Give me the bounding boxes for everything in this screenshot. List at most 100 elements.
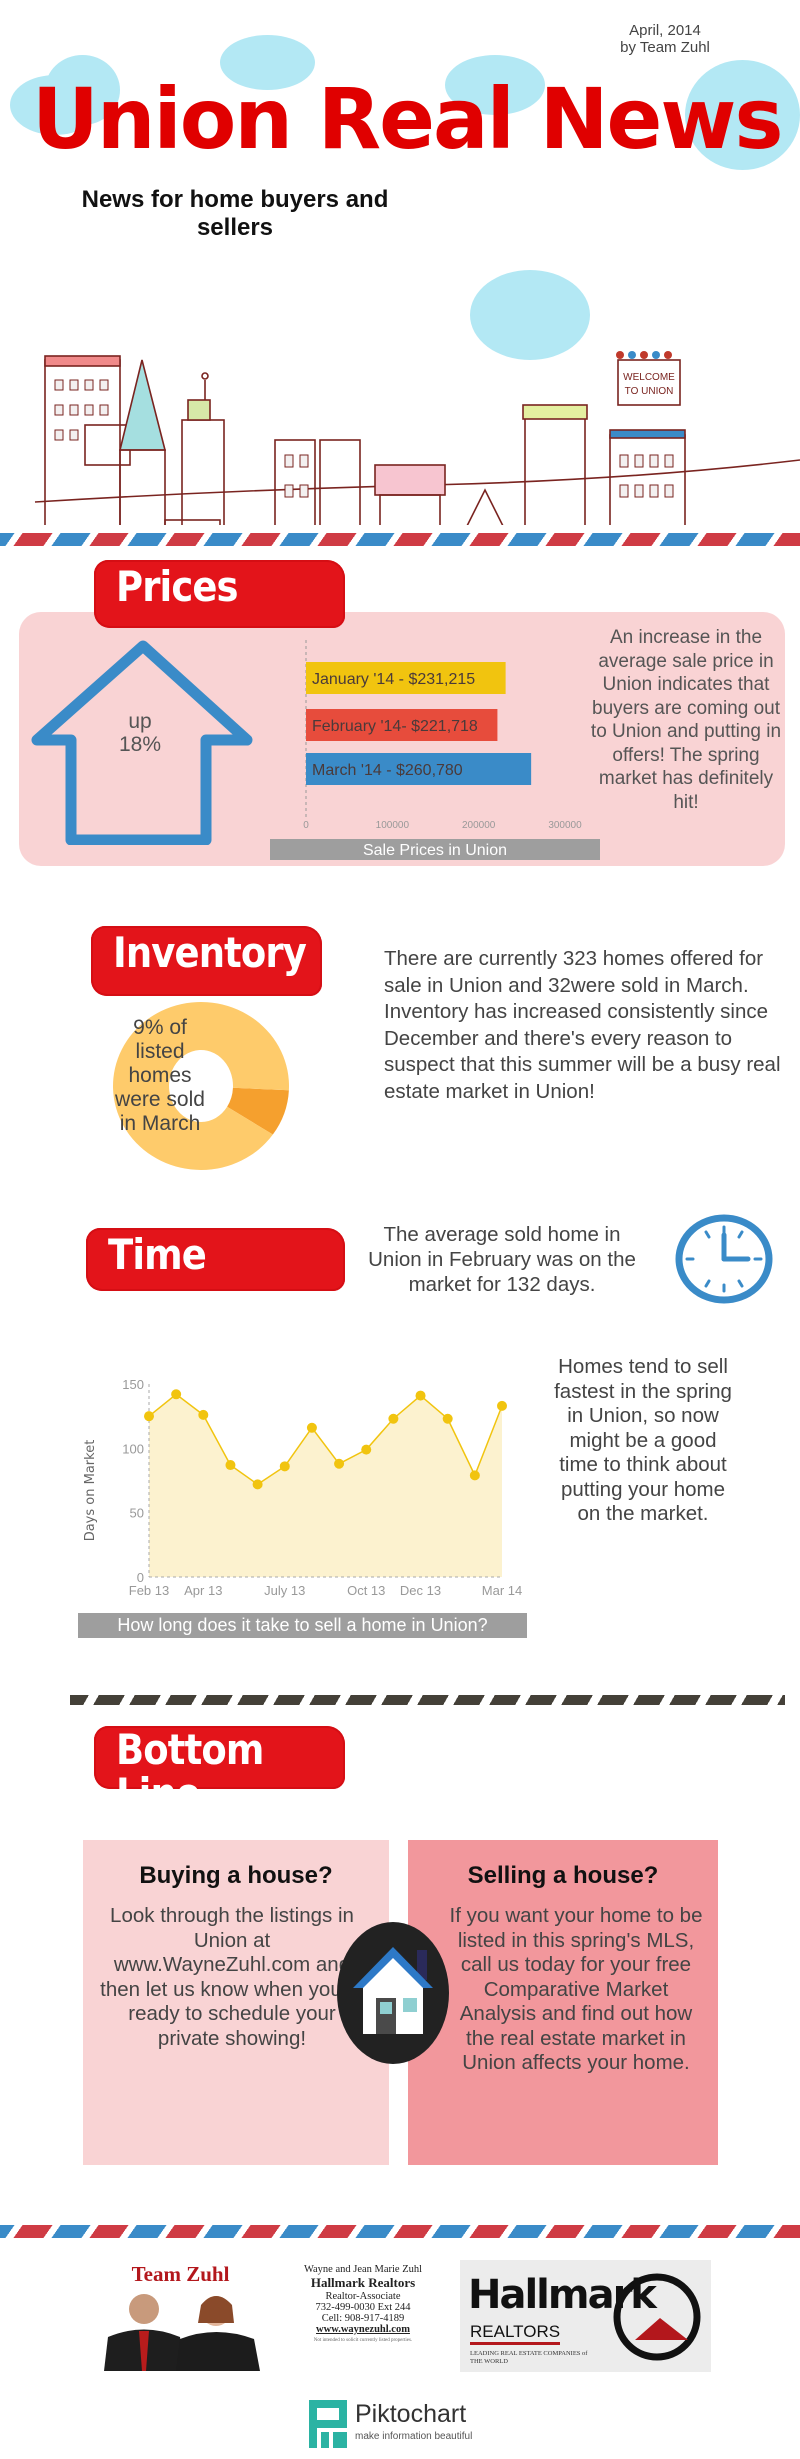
piktochart-name: Piktochart (355, 2400, 467, 2428)
y-tick-label: 100 (122, 1441, 144, 1456)
hallmark-realtors: REALTORS (470, 2322, 561, 2345)
hallmark-circle-icon (613, 2273, 701, 2361)
airmail-stripe-divider (0, 533, 800, 546)
bar-0 (306, 662, 506, 694)
up-arrow-icon (31, 640, 253, 845)
buying-panel: Buying a house? Look through the listing… (83, 1840, 389, 2165)
x-tick-label: Feb 13 (129, 1583, 169, 1598)
issue-date: April, 2014 (629, 22, 701, 39)
clock-icon (675, 1214, 773, 1304)
y-axis-label: Days on Market (83, 1440, 98, 1542)
bar-label: January '14 - $231,215 (312, 671, 475, 688)
card-company: Hallmark Realtors (310, 2275, 416, 2290)
x-tick-label: Apr 13 (184, 1583, 222, 1598)
price-increase-word: up (128, 710, 152, 733)
data-point-Sep-13 (334, 1458, 345, 1469)
days-on-market-chart: 0 50 100 150 Feb 13 Apr 13 July 13 Oct 13 Dec 13… (83, 1377, 522, 1598)
bar-x-tick: 300000 (548, 820, 582, 831)
data-point-Apr-13 (198, 1409, 209, 1420)
time-banner-text: Time (108, 1230, 207, 1279)
bar-x-tick: 0 (303, 820, 309, 831)
welcome-sign-line2: TO UNION (625, 386, 674, 397)
donut-label: 9% of listed homes were sold in March (115, 1016, 205, 1135)
inventory-banner-text: Inventory (113, 928, 307, 977)
time-banner: Time (86, 1228, 345, 1291)
data-point-Aug-13 (306, 1422, 317, 1433)
bottom-line-banner-text: Bottom Line (116, 1726, 264, 1790)
house-icon (337, 1922, 449, 2064)
bar-label: February '14- $221,718 (312, 718, 478, 735)
inventory-paragraph-2: Inventory has increased consistently sin… (384, 1000, 781, 1103)
data-point-Mar-14 (497, 1400, 507, 1411)
data-point-May-13 (225, 1460, 236, 1471)
inventory-text: There are currently 323 homes offered fo… (384, 946, 784, 1105)
price-increase-percent: 18% (118, 733, 162, 756)
piktochart-mark-icon (309, 2400, 347, 2448)
price-increase-label: up 18% (95, 710, 185, 756)
data-point-Feb-14 (469, 1470, 480, 1481)
series-line (148, 1393, 503, 1486)
piktochart-logo: Piktochart make information beautiful (309, 2400, 499, 2448)
data-point-Nov-13 (388, 1413, 399, 1424)
page-title: Union Real News (32, 70, 783, 168)
x-tick-label: Dec 13 (400, 1583, 441, 1598)
bar-1 (306, 709, 498, 741)
prices-description: An increase in the average sale price in… (590, 627, 782, 813)
bar-x-tick: 100000 (376, 820, 410, 831)
time-chart-title: How long does it take to sell a home in … (78, 1613, 527, 1638)
bottom-line-banner: Bottom Line (94, 1726, 345, 1789)
dashed-divider (70, 1695, 785, 1705)
x-tick-label: July 13 (264, 1583, 305, 1598)
page-subtitle: News for home buyers and sellers (81, 186, 389, 241)
time-summary: The average sold home in Union in Februa… (368, 1223, 636, 1296)
sale-prices-chart: January '14 - $231,215 February '14- $221… (270, 640, 600, 860)
bar-chart-title-bg (270, 839, 600, 860)
prices-banner: Prices (94, 560, 345, 628)
team-photo: Team Zuhl (94, 2262, 267, 2371)
data-point-Jun-13 (252, 1479, 263, 1490)
card-website[interactable]: www.waynezuhl.com (316, 2324, 410, 2335)
y-tick-label: 0 (137, 1570, 144, 1585)
welcome-sign-line1: WELCOME (623, 372, 675, 383)
x-tick-label: Mar 14 (482, 1583, 522, 1598)
time-description: Homes tend to sell fastest in the spring… (554, 1355, 732, 1525)
bar-2 (306, 753, 532, 785)
piktochart-tagline: make information beautiful (355, 2431, 473, 2442)
data-point-Dec-13 (415, 1390, 426, 1401)
donut-slice-sold (227, 1087, 289, 1135)
data-point-Jan-14 (442, 1413, 453, 1424)
area-fill (149, 1394, 502, 1577)
business-card: Wayne and Jean Marie Zuhl Hallmark Realt… (270, 2264, 456, 2343)
cloud-decoration (45, 55, 120, 125)
card-role: Realtor-Associate (325, 2291, 401, 2302)
inventory-donut-chart (113, 1002, 290, 1170)
card-disclaimer: Not intended to solicit currently listed… (313, 2338, 413, 2343)
y-tick-label: 150 (122, 1377, 144, 1392)
airmail-stripe-divider (0, 2225, 800, 2238)
selling-panel: Selling a house? If you want your home t… (408, 1840, 718, 2165)
inventory-paragraph-1: There are currently 323 homes offered fo… (384, 947, 764, 997)
data-point-Feb-13 (144, 1411, 154, 1422)
selling-title: Selling a house? (467, 1862, 659, 1889)
card-phone: 732-499-0030 Ext 244 (315, 2302, 411, 2313)
prices-banner-text: Prices (116, 562, 239, 611)
cloud-decoration (685, 60, 800, 170)
buying-title: Buying a house? (139, 1862, 333, 1889)
hallmark-logo: Hallmark REALTORS LEADING REAL ESTATE CO… (460, 2260, 711, 2372)
data-point-July-13 (279, 1461, 290, 1472)
selling-text: If you want your home to be listed in th… (449, 1904, 703, 2074)
team-name: Team Zuhl (131, 2262, 230, 2286)
bar-chart-title: Sale Prices in Union (363, 842, 507, 859)
card-names: Wayne and Jean Marie Zuhl (303, 2264, 423, 2275)
inventory-banner: Inventory (91, 926, 322, 996)
card-cell: Cell: 908-917-4189 (321, 2313, 405, 2324)
bar-label: March '14 - $260,780 (312, 762, 463, 779)
bar-x-tick: 200000 (462, 820, 496, 831)
issue-byline: by Team Zuhl (620, 39, 710, 56)
y-tick-label: 50 (130, 1506, 144, 1521)
issue-info: April, 2014 by Team Zuhl (600, 22, 730, 56)
x-tick-label: Oct 13 (347, 1583, 385, 1598)
cloud-decoration (445, 55, 545, 115)
buying-text: Look through the listings in Union at ww… (100, 1904, 364, 2050)
hallmark-word: Hallmark (468, 2272, 657, 2318)
